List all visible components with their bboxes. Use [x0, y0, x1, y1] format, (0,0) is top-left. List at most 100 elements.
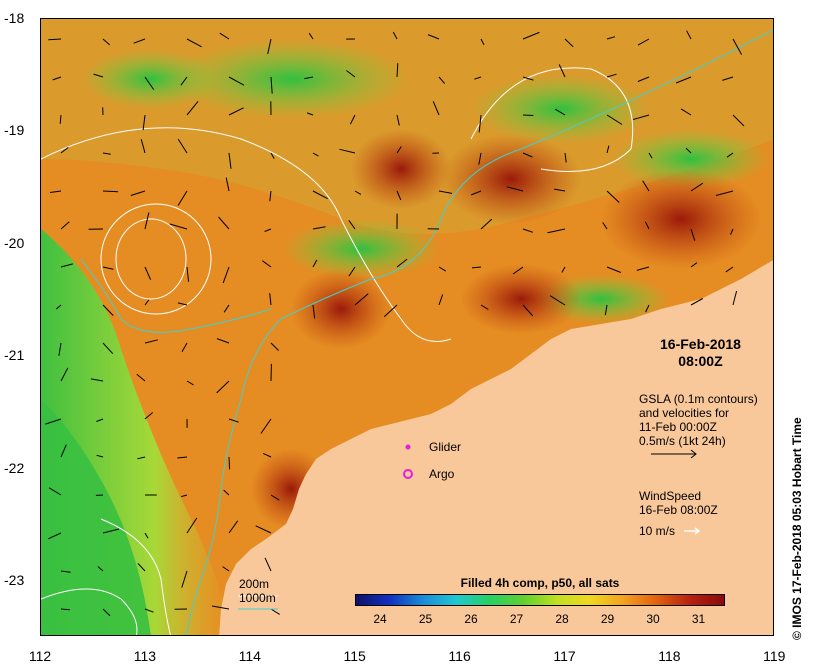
velocity-arrow [48, 487, 62, 496]
velocity-arrow [480, 38, 485, 46]
x-tick-label: 118 [658, 648, 681, 664]
velocity-arrow [480, 304, 489, 310]
velocity-arrow [648, 152, 653, 159]
velocity-arrow [102, 528, 120, 534]
velocity-arrow [218, 216, 230, 230]
velocity-arrow [432, 101, 440, 116]
velocity-arrow [306, 112, 314, 116]
velocity-arrow [644, 221, 650, 230]
gsla-contours [41, 67, 634, 635]
velocity-arrow [262, 452, 272, 458]
velocity-arrow [102, 190, 119, 193]
glider-marker [405, 444, 411, 450]
velocity-arrow [270, 76, 273, 94]
velocity-arrow [140, 138, 146, 154]
hot-patch-4 [291, 269, 391, 349]
x-tick-label: 113 [133, 648, 157, 664]
hot-patch-5 [461, 264, 581, 334]
x-tick-label: 112 [28, 648, 52, 664]
velocity-arrow [211, 605, 230, 610]
velocity-arrow [262, 260, 272, 268]
colorbar-label: 30 [646, 612, 660, 626]
velocity-arrow [558, 64, 566, 78]
velocity-arrow [142, 114, 146, 131]
velocity-arrow [102, 38, 111, 46]
colorbar-label: 29 [600, 612, 615, 626]
cool-water-core [41, 399, 151, 635]
velocity-arrow [270, 494, 280, 501]
velocity-arrow [270, 608, 280, 615]
velocity-arrow [177, 302, 188, 306]
credit-text: © IMOS 17-Feb-2018 05:03 Hobart Time [790, 417, 804, 640]
gsla-line1: GSLA (0.1m contours) [639, 392, 758, 406]
velocity-arrow [636, 266, 650, 271]
hot-patch-1 [441, 134, 581, 224]
velocity-arrow [480, 218, 493, 230]
y-tick-label: -19 [4, 122, 25, 139]
velocity-arrow [222, 566, 230, 572]
velocity-arrow [522, 31, 540, 40]
wind-scale-arrow [684, 527, 701, 535]
sst-map-graphic [41, 19, 773, 635]
colorbar-label: 27 [509, 612, 524, 626]
legend-argo-label: Argo [429, 467, 455, 481]
velocity-arrow [144, 76, 155, 90]
green-patch-4 [81, 49, 221, 109]
land-mass [219, 260, 773, 635]
colorbar-label: 28 [555, 612, 569, 626]
hot-patch-3 [351, 129, 451, 209]
velocity-arrow [228, 107, 244, 116]
velocity-arrow [228, 152, 232, 169]
colorbar-title: Filled 4h comp, p50, all sats [460, 576, 620, 590]
velocity-arrow [267, 38, 272, 55]
velocity-arrow [396, 190, 402, 201]
velocity-arrow [60, 221, 70, 230]
velocity-arrow [219, 32, 230, 40]
velocity-arrow [396, 63, 399, 78]
velocity-arrow [312, 190, 328, 200]
velocity-arrow [269, 293, 272, 306]
velocity-arrow [181, 342, 188, 352]
green-patch-1 [171, 39, 411, 119]
datestamp-date: 16-Feb-2018 [660, 336, 741, 352]
velocity-arrow [312, 226, 326, 230]
velocity-arrow [60, 147, 69, 154]
velocity-arrow [680, 108, 692, 116]
velocity-arrow [554, 188, 566, 192]
velocity-arrow [48, 38, 62, 41]
velocity-arrow [564, 38, 574, 48]
velocity-arrow [606, 36, 616, 40]
velocity-arrow [715, 190, 734, 196]
velocity-arrow [633, 114, 650, 120]
velocity-arrow [602, 222, 608, 230]
velocity-arrow [102, 152, 111, 155]
velocity-arrow [169, 223, 188, 230]
velocity-arrow [506, 186, 524, 192]
velocity-arrow [177, 190, 188, 206]
velocity-arrow [512, 266, 524, 275]
gsla-line3: 11-Feb 00:00Z [639, 420, 717, 434]
velocity-arrow [144, 339, 159, 344]
x-tick-label: 117 [553, 648, 576, 664]
velocity-arrow [478, 152, 482, 165]
velocity-arrow [264, 228, 272, 232]
velocity-arrow [177, 138, 188, 154]
velocity-arrow [60, 608, 70, 611]
y-tick-label: -23 [4, 572, 25, 588]
velocity-arrow [732, 114, 745, 127]
velocity-arrows [45, 30, 745, 617]
velocity-arrow [438, 266, 447, 272]
velocity-arrow [547, 228, 566, 234]
velocity-arrow [130, 190, 146, 196]
velocity-arrow [438, 294, 444, 306]
colorbar [355, 594, 725, 606]
velocity-arrow [690, 262, 698, 268]
velocity-arrow [690, 182, 704, 192]
velocity-arrow [312, 259, 318, 268]
velocity-arrow [392, 31, 398, 40]
bathymetry-contours [80, 29, 773, 635]
velocity-arrow [144, 299, 150, 306]
velocity-arrow [354, 293, 369, 306]
velocity-arrow [730, 228, 734, 235]
velocity-arrow [675, 76, 692, 84]
